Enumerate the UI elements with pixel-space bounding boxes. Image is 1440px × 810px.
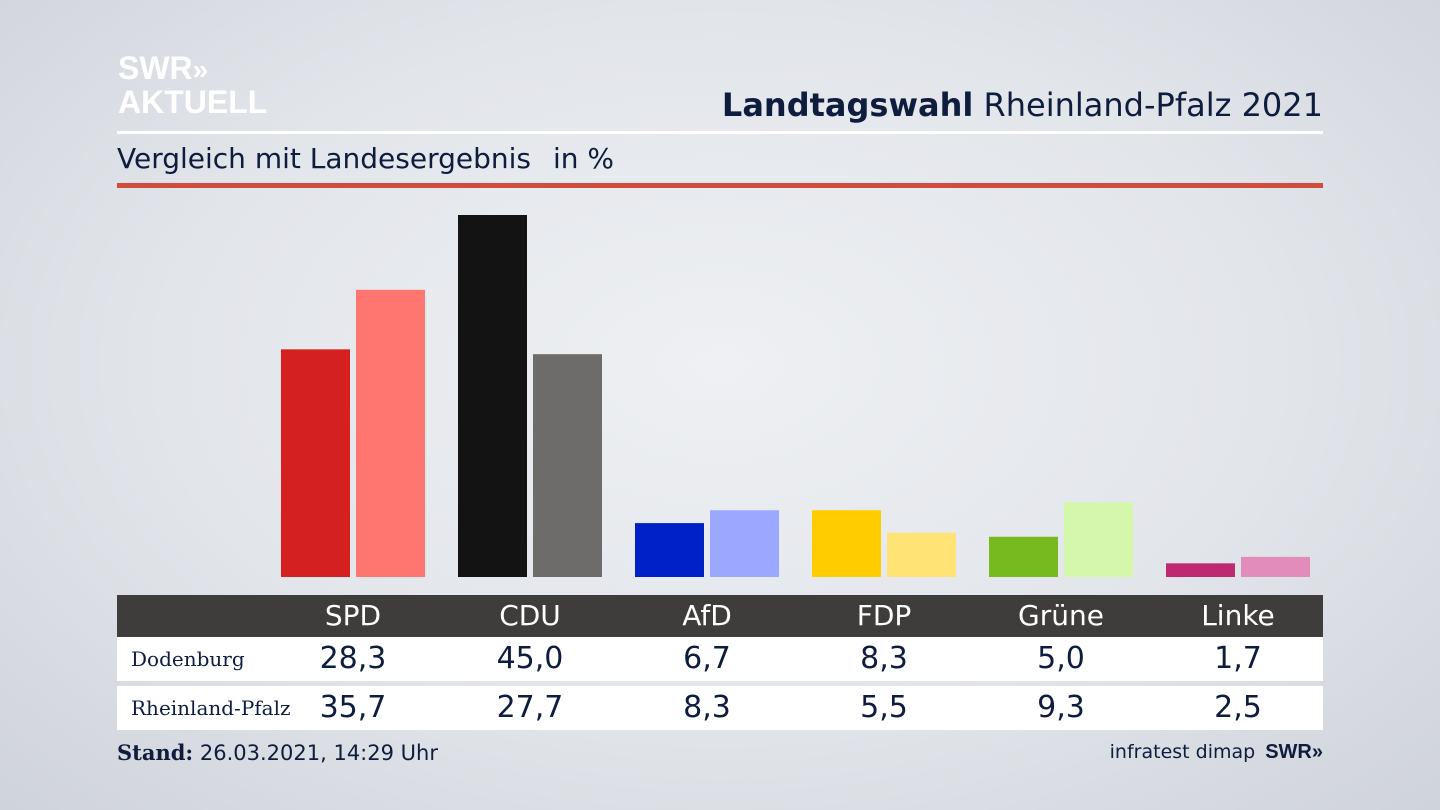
column-header-afd: AfD: [682, 599, 732, 632]
bar-afd-rheinland-pfalz: [710, 510, 779, 577]
bar-fdp-rheinland-pfalz: [887, 532, 956, 577]
accent-divider: [117, 183, 1323, 188]
table-header: SPD CDU AfD FDP Grüne Linke: [117, 595, 1323, 637]
logo-swr-text: SWR: [118, 50, 193, 86]
table-row-dodenburg: Dodenburg 28,3 45,0 6,7 8,3 5,0 1,7: [117, 637, 1323, 681]
bar-cdu-rheinland-pfalz: [533, 354, 602, 577]
timestamp: Stand: 26.03.2021, 14:29 Uhr: [117, 740, 438, 765]
value-rheinland-pfalz-linke: 2,5: [1214, 690, 1262, 725]
bar-cdu-dodenburg: [458, 215, 527, 577]
column-header-fdp: FDP: [856, 599, 912, 632]
value-dodenburg-gruene: 5,0: [1037, 641, 1085, 676]
swr-brand-logo: SWR»: [1265, 741, 1323, 763]
stand-label: Stand:: [117, 740, 194, 765]
source-text: infratest dimap: [1109, 741, 1256, 763]
results-table: SPD CDU AfD FDP Grüne Linke Dodenburg 28,3 45,…: [117, 595, 1323, 730]
column-header-linke: Linke: [1201, 599, 1275, 632]
value-rheinland-pfalz-cdu: 27,7: [496, 690, 564, 725]
value-dodenburg-spd: 28,3: [319, 641, 387, 676]
chart-subtitle: Vergleich mit Landesergebnis in %: [117, 142, 614, 175]
row-label-dodenburg: Dodenburg: [131, 647, 245, 671]
value-rheinland-pfalz-afd: 8,3: [683, 690, 731, 725]
title-bold: Landtagswahl: [721, 86, 974, 124]
bar-fdp-dodenburg: [812, 510, 881, 577]
bar-chart: [281, 215, 1310, 577]
bar-gruene-dodenburg: [989, 536, 1058, 577]
column-header-gruene: Grüne: [1018, 599, 1104, 632]
subtitle-unit: in %: [552, 142, 615, 175]
value-dodenburg-afd: 6,7: [683, 641, 731, 676]
header-divider: [117, 131, 1323, 134]
bar-linke-rheinland-pfalz: [1241, 556, 1310, 577]
page-title: Landtagswahl Rheinland-Pfalz 2021: [722, 86, 1323, 124]
column-header-cdu: CDU: [499, 599, 561, 632]
value-dodenburg-cdu: 45,0: [496, 641, 564, 676]
swr-aktuell-logo: SWR» AKTUELL: [118, 52, 267, 118]
value-dodenburg-linke: 1,7: [1214, 641, 1262, 676]
logo-aktuell-text: AKTUELL: [118, 84, 268, 120]
bar-linke-dodenburg: [1166, 563, 1235, 577]
bar-spd-rheinland-pfalz: [356, 289, 425, 577]
stand-value: 26.03.2021, 14:29 Uhr: [199, 741, 438, 765]
source-credit: infratest dimap SWR»: [1110, 741, 1323, 764]
bar-afd-dodenburg: [635, 523, 704, 577]
row-label-rheinland-pfalz: Rheinland-Pfalz: [131, 696, 291, 720]
value-dodenburg-fdp: 8,3: [860, 641, 908, 676]
bar-gruene-rheinland-pfalz: [1064, 502, 1133, 577]
value-rheinland-pfalz-gruene: 9,3: [1037, 690, 1085, 725]
value-rheinland-pfalz-fdp: 5,5: [860, 690, 908, 725]
subtitle-text: Vergleich mit Landesergebnis: [117, 142, 531, 175]
title-rest: Rheinland-Pfalz 2021: [983, 86, 1323, 124]
value-rheinland-pfalz-spd: 35,7: [319, 690, 387, 725]
column-header-spd: SPD: [324, 599, 382, 632]
bar-spd-dodenburg: [281, 349, 350, 577]
table-row-rheinland-pfalz: Rheinland-Pfalz 35,7 27,7 8,3 5,5 9,3 2,5: [117, 686, 1323, 730]
